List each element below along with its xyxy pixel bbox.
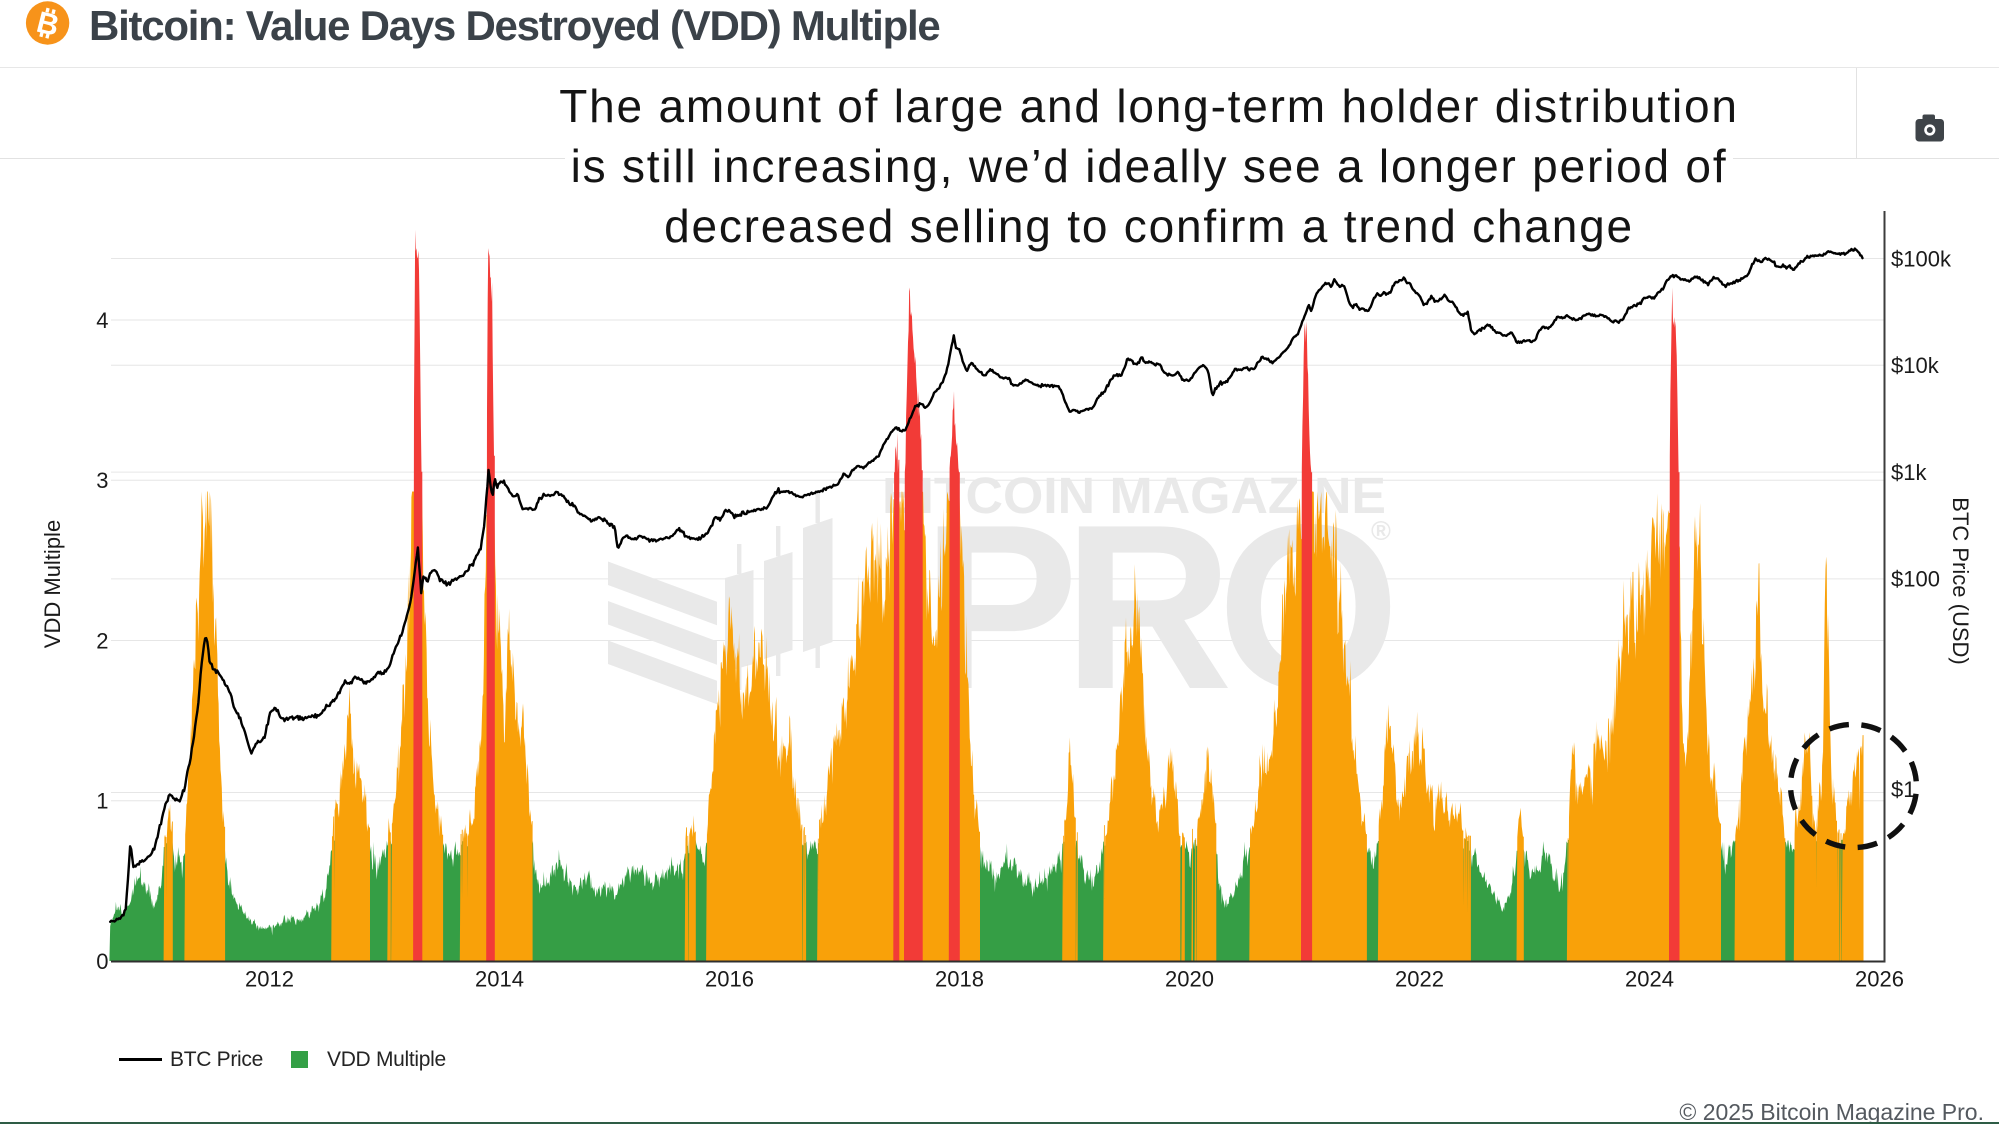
svg-text:BTC Price (USD): BTC Price (USD) <box>1948 497 1973 664</box>
svg-text:0: 0 <box>96 949 108 974</box>
svg-text:®: ® <box>1371 516 1391 546</box>
svg-text:2020: 2020 <box>1165 967 1214 992</box>
svg-text:3: 3 <box>96 468 108 493</box>
svg-text:1: 1 <box>96 789 108 814</box>
svg-text:VDD Multiple: VDD Multiple <box>40 520 65 648</box>
svg-text:2022: 2022 <box>1395 967 1444 992</box>
svg-text:$100k: $100k <box>1891 246 1952 271</box>
svg-text:2026: 2026 <box>1855 967 1904 992</box>
svg-text:$10k: $10k <box>1891 353 1940 378</box>
svg-text:2016: 2016 <box>705 967 754 992</box>
svg-text:$1: $1 <box>1891 777 1915 802</box>
svg-text:$1k: $1k <box>1891 460 1927 485</box>
svg-text:$100: $100 <box>1891 567 1940 592</box>
svg-text:2012: 2012 <box>245 967 294 992</box>
svg-text:2018: 2018 <box>935 967 984 992</box>
svg-text:2: 2 <box>96 628 108 653</box>
svg-text:2014: 2014 <box>475 967 524 992</box>
svg-text:4: 4 <box>96 308 108 333</box>
svg-text:2024: 2024 <box>1625 967 1674 992</box>
